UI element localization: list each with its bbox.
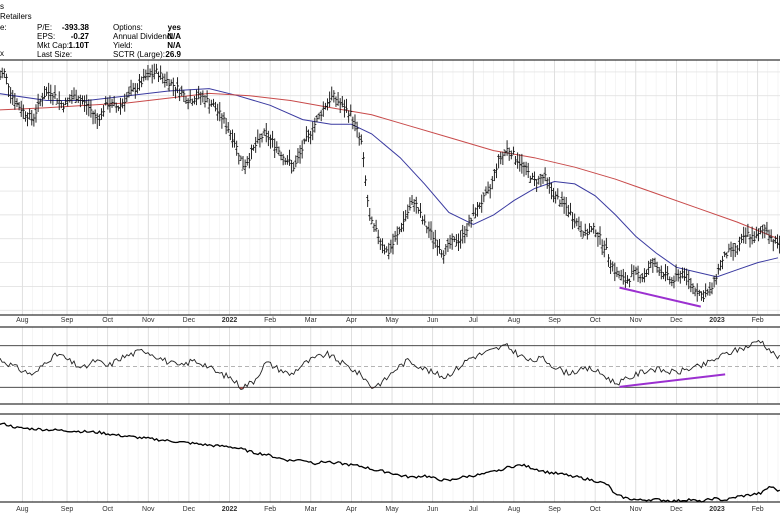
info-value-options: yes: [168, 23, 182, 32]
left-fragment-2: x: [0, 49, 4, 58]
info-value-sctr: 26.9: [165, 50, 181, 59]
price-x-tick-label: Feb: [752, 317, 764, 324]
info-value-eps: -0.27: [71, 32, 90, 41]
rs-x-tick-label: Dec: [670, 506, 683, 513]
price-x-tick-label: Sep: [548, 317, 561, 324]
rs-x-tick-label: Apr: [346, 506, 358, 513]
price-x-tick-label: Nov: [142, 317, 155, 324]
price-x-tick-label: Nov: [630, 317, 643, 324]
price-x-tick-label: May: [385, 317, 399, 324]
rs-x-tick-label: Feb: [752, 506, 764, 513]
info-label-pe: P/E:: [37, 23, 52, 32]
price-x-tick-label: Jun: [427, 317, 438, 324]
rs-x-tick-label: Jun: [427, 506, 438, 513]
info-value-pe: -393.38: [62, 23, 90, 32]
rs-x-tick-label: May: [385, 506, 399, 513]
price-x-tick-label: Jul: [469, 317, 478, 324]
info-value-mktcap: 1.10T: [69, 41, 90, 50]
rs-x-tick-label: Sep: [61, 506, 74, 513]
rs-x-tick-label: Aug: [16, 506, 29, 513]
rsi-oversold-fill: [233, 387, 250, 390]
price-x-tick-label: Sep: [61, 317, 74, 324]
chart-subtitle: Retailers: [0, 12, 32, 21]
left-fragment-1: e:: [0, 23, 7, 32]
rs-x-tick-label: Feb: [264, 506, 276, 513]
price-x-tick-label: Oct: [102, 317, 113, 324]
price-x-tick-label: Apr: [346, 317, 358, 324]
rs-x-tick-label: Mar: [305, 506, 318, 513]
price-x-tick-label: Dec: [670, 317, 683, 324]
price-x-tick-label: Oct: [590, 317, 601, 324]
info-label-lastsize: Last Size:: [37, 50, 72, 59]
info-label-eps: EPS:: [37, 32, 55, 41]
rs-x-tick-label: Nov: [630, 506, 643, 513]
price-trendline: [619, 286, 702, 308]
price-x-tick-label: 2022: [222, 317, 238, 324]
info-label-yield: Yield:: [113, 41, 133, 50]
price-x-tick-label: Mar: [305, 317, 318, 324]
chart-header: s Retailers e: x P/E: -393.38 EPS: -0.27…: [0, 2, 182, 59]
rs-x-tick-label: Jul: [469, 506, 478, 513]
price-x-tick-label: Aug: [16, 317, 29, 324]
price-x-tick-label: 2023: [709, 317, 725, 324]
rs-x-tick-label: Sep: [548, 506, 561, 513]
relative-strength-line: [0, 422, 780, 503]
rsi-panel: [0, 326, 780, 405]
moving-average-2: [0, 92, 779, 240]
rs-x-tick-label: 2023: [709, 506, 725, 513]
info-label-dividend: Annual Dividend:: [113, 32, 173, 41]
rs-x-tick-label: Oct: [590, 506, 601, 513]
relative-strength-panel: Aug Sep Oct Nov Dec 2022 Feb Mar Apr May Jun Jul Aug…: [0, 413, 780, 513]
price-x-tick-label: Feb: [264, 317, 276, 324]
info-label-options: Options:: [113, 23, 143, 32]
rs-x-tick-label: Aug: [508, 506, 521, 513]
info-label-sctr: SCTR (Large):: [113, 50, 165, 59]
rs-x-tick-label: Nov: [142, 506, 155, 513]
info-label-mktcap: Mkt Cap:: [37, 41, 69, 50]
price-x-tick-label: Aug: [508, 317, 521, 324]
rsi-trendline: [619, 373, 726, 388]
rs-x-tick-label: Oct: [102, 506, 113, 513]
info-value-yield: N/A: [167, 41, 181, 50]
price-panel: Aug Sep Oct Nov Dec 2022 Feb Mar Apr May Jun Jul Aug…: [0, 59, 780, 324]
rs-x-tick-label: Dec: [183, 506, 196, 513]
rsi-line: [0, 339, 780, 391]
price-x-tick-label: Dec: [183, 317, 196, 324]
rs-x-tick-label: 2022: [222, 506, 238, 513]
info-value-dividend: N/A: [167, 32, 181, 41]
ohlc-bars: [0, 63, 780, 303]
chart-title: s: [0, 2, 4, 11]
